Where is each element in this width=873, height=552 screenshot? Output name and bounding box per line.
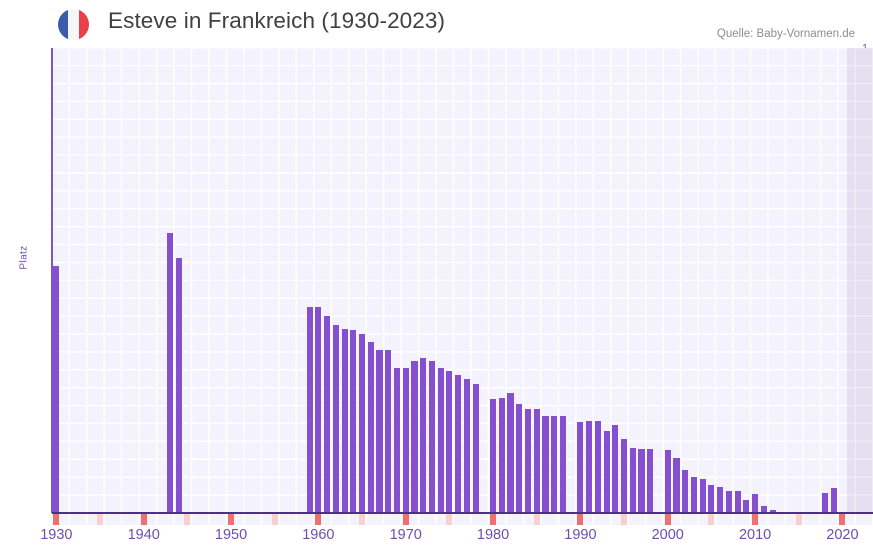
bar-1960: [315, 307, 322, 513]
bar-1992: [594, 420, 601, 513]
bar-2004: [699, 479, 706, 513]
bar-1961: [324, 315, 331, 513]
bar-1967: [376, 350, 383, 513]
x-tick-mark-1970: [402, 514, 409, 525]
bar-1983: [516, 403, 523, 513]
bar-1993: [603, 431, 610, 513]
bar-2019: [830, 488, 837, 513]
tick-strip-gridlines: [52, 514, 873, 525]
x-axis-tick-2020: 2020: [826, 527, 859, 543]
bar-1974: [437, 368, 444, 513]
x-axis-tick-1950: 1950: [214, 527, 248, 543]
x-axis-line: [52, 512, 873, 514]
chart-header: Esteve in Frankreich (1930-2023) Quelle:…: [0, 0, 873, 48]
chart-plot-area: [52, 48, 873, 513]
bar-1990: [577, 421, 584, 513]
chart-gridlines: [52, 48, 873, 513]
x-tick-mark-2005: [708, 514, 715, 525]
bar-2006: [717, 487, 724, 513]
bar-1965: [359, 334, 366, 513]
bar-1968: [385, 350, 392, 513]
bar-1976: [455, 375, 462, 513]
bar-1964: [350, 330, 357, 513]
x-tick-mark-2015: [795, 514, 802, 525]
bar-1986: [542, 415, 549, 513]
x-axis-tick-1930: 1930: [40, 527, 73, 543]
bar-1969: [393, 368, 401, 513]
x-tick-mark-1935: [96, 514, 104, 525]
bar-1972: [420, 358, 427, 513]
x-axis-tick-1970: 1970: [389, 527, 422, 543]
x-tick-mark-1980: [490, 514, 497, 525]
bar-1995: [621, 439, 628, 513]
x-axis-tick-2010: 2010: [738, 527, 772, 543]
x-tick-mark-2020: [839, 514, 846, 525]
bar-2005: [708, 485, 715, 513]
chart-source-label: Quelle: Baby-Vornamen.de: [716, 28, 855, 40]
bar-1980: [490, 398, 497, 513]
bar-1987: [551, 415, 558, 513]
france-flag-icon: [58, 9, 89, 40]
bar-1991: [586, 420, 593, 513]
bar-2009: [743, 500, 750, 513]
bar-2002: [682, 469, 689, 513]
x-tick-mark-1930: [53, 514, 60, 525]
x-axis-tick-1990: 1990: [564, 527, 597, 543]
bar-1975: [446, 371, 453, 513]
bar-2018: [821, 493, 828, 513]
bar-2001: [673, 457, 680, 513]
x-tick-mark-1985: [533, 514, 540, 525]
bar-1985: [533, 408, 540, 513]
bar-2000: [664, 450, 671, 513]
bar-1943: [166, 233, 173, 513]
x-tick-mark-1990: [577, 514, 584, 525]
bar-1962: [332, 325, 339, 513]
bar-2007: [725, 491, 732, 513]
x-axis-tick-2000: 2000: [651, 527, 684, 543]
bar-1959: [306, 307, 313, 513]
bar-1982: [507, 392, 514, 513]
bar-2008: [734, 491, 741, 513]
bar-2012: [769, 510, 776, 513]
bar-1994: [612, 425, 619, 513]
x-tick-mark-2000: [664, 514, 671, 525]
bar-1998: [647, 449, 654, 513]
bar-1970: [402, 368, 409, 513]
chart-title: Esteve in Frankreich (1930-2023): [108, 8, 446, 33]
bar-1996: [629, 448, 636, 513]
x-axis-labels: 1930 1940 1950 1960 1970 1980 1990 2000 2010 2020: [0, 527, 873, 552]
bar-1963: [341, 329, 348, 513]
x-tick-mark-1975: [446, 514, 453, 525]
x-axis-tick-1980: 1980: [476, 527, 510, 543]
bar-series: [52, 48, 873, 513]
x-tick-mark-2010: [752, 514, 759, 525]
x-tick-mark-1995: [621, 514, 628, 525]
x-tick-mark-1960: [315, 514, 322, 525]
bar-1966: [367, 341, 374, 513]
x-tick-mark-1940: [140, 514, 147, 525]
y-axis-label: Platz: [18, 245, 30, 270]
x-axis-tick-1940: 1940: [127, 527, 160, 543]
x-axis-tick-1960: 1960: [302, 527, 335, 543]
bar-1981: [498, 397, 505, 513]
bar-2011: [760, 506, 767, 513]
y-axis-line: [51, 48, 53, 513]
bar-1930: [53, 265, 60, 513]
bar-1944: [175, 257, 182, 513]
bar-1997: [638, 449, 645, 513]
x-tick-mark-1945: [184, 514, 191, 525]
x-axis-tick-strip: [52, 514, 873, 525]
bar-1977: [463, 379, 470, 513]
bar-1988: [559, 415, 566, 513]
bar-1984: [524, 408, 532, 513]
bar-1973: [428, 361, 435, 513]
x-tick-mark-1950: [227, 514, 235, 525]
x-tick-mark-1965: [359, 514, 366, 525]
bar-2003: [690, 476, 697, 513]
bar-2010: [752, 494, 759, 513]
x-tick-mark-1955: [271, 514, 278, 525]
bar-1971: [411, 361, 418, 513]
bar-1978: [472, 384, 479, 513]
future-years-shading: [846, 48, 873, 513]
